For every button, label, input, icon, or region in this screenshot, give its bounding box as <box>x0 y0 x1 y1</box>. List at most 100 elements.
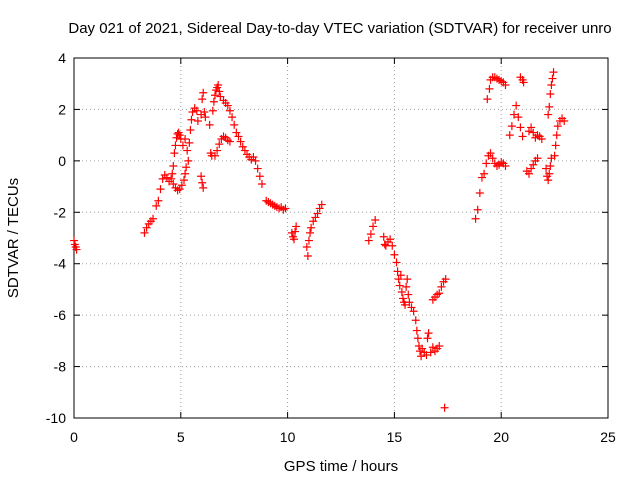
data-point <box>488 154 497 163</box>
data-point <box>424 329 433 338</box>
data-point <box>315 204 324 213</box>
data-point <box>232 128 241 137</box>
data-point <box>72 245 81 254</box>
data-point <box>230 120 239 129</box>
x-axis-label: GPS time / hours <box>284 458 398 475</box>
data-point <box>512 101 521 110</box>
data-point <box>483 95 492 104</box>
data-point <box>187 115 196 124</box>
data-point <box>70 236 78 245</box>
data-point <box>251 156 260 165</box>
data-point <box>281 204 290 213</box>
data-point <box>291 227 300 236</box>
data-point <box>183 146 192 155</box>
data-point <box>524 127 533 136</box>
data-point <box>238 142 247 151</box>
data-point <box>175 185 184 194</box>
data-point <box>548 74 557 83</box>
data-point <box>537 135 546 143</box>
data-points <box>70 68 569 412</box>
data-point <box>209 97 218 106</box>
data-point <box>178 141 187 150</box>
data-point <box>199 88 208 97</box>
data-point <box>311 213 320 222</box>
data-point <box>306 228 315 237</box>
data-point <box>550 151 559 160</box>
data-point <box>510 110 519 119</box>
data-point <box>507 122 516 131</box>
data-point <box>519 78 528 87</box>
data-point <box>437 282 446 291</box>
data-point <box>413 334 422 343</box>
data-point <box>471 214 480 223</box>
data-point <box>529 128 538 137</box>
data-point <box>253 164 262 173</box>
data-point <box>390 250 399 259</box>
data-point <box>292 222 301 231</box>
data-point <box>317 200 326 209</box>
data-point <box>215 140 224 149</box>
data-point <box>398 294 407 303</box>
data-point <box>392 258 401 267</box>
data-point <box>167 174 176 183</box>
data-point <box>171 141 180 150</box>
data-point <box>140 228 149 237</box>
y-tick-labels: -10 -8 -6 -4 -2 0 2 4 <box>46 50 66 426</box>
data-point <box>186 126 195 134</box>
x-tick-labels: 0 5 10 15 20 25 <box>70 429 616 445</box>
chart-title: Day 021 of 2021, Sidereal Day-to-day VTE… <box>68 20 611 37</box>
data-point <box>396 271 405 280</box>
data-point <box>170 149 179 158</box>
x-tick-label: 10 <box>280 429 296 445</box>
data-point <box>473 205 482 214</box>
data-point <box>257 180 266 188</box>
x-tick-label: 20 <box>493 429 509 445</box>
y-axis-label: SDTVAR / TECUs <box>5 178 22 298</box>
data-point <box>205 120 214 129</box>
data-point <box>545 102 554 111</box>
data-point <box>200 108 209 116</box>
data-point <box>234 132 243 141</box>
data-point <box>371 216 380 224</box>
data-point <box>156 185 165 194</box>
data-point <box>181 135 190 143</box>
data-point <box>307 223 316 232</box>
data-point <box>175 131 184 140</box>
data-point <box>149 214 158 223</box>
data-point <box>290 235 299 244</box>
data-point <box>379 232 388 241</box>
data-point <box>551 141 560 150</box>
data-point <box>228 113 237 122</box>
data-point <box>426 348 435 357</box>
data-point <box>441 275 450 284</box>
data-point <box>514 113 523 122</box>
data-point <box>411 316 420 325</box>
data-point <box>428 343 437 352</box>
data-point <box>188 108 197 116</box>
data-point <box>435 289 444 298</box>
data-point <box>422 351 431 359</box>
axis-ticks <box>73 57 609 419</box>
data-point <box>169 162 178 170</box>
data-point <box>152 201 161 210</box>
data-point <box>180 176 189 185</box>
data-point <box>240 146 249 155</box>
data-point <box>412 326 421 335</box>
plot-frame <box>73 57 609 419</box>
data-point <box>423 334 432 343</box>
data-point <box>225 137 234 146</box>
data-point <box>199 183 208 192</box>
data-point <box>208 106 217 115</box>
data-point <box>215 87 224 96</box>
data-point <box>486 149 495 158</box>
data-point <box>480 169 489 178</box>
data-point <box>302 243 311 251</box>
data-point <box>542 164 551 173</box>
x-tick-label: 0 <box>70 429 78 445</box>
data-point <box>501 81 510 89</box>
data-point <box>185 138 194 147</box>
data-point <box>397 288 406 296</box>
data-point <box>501 162 510 170</box>
data-point <box>142 223 151 232</box>
data-point <box>193 117 202 125</box>
